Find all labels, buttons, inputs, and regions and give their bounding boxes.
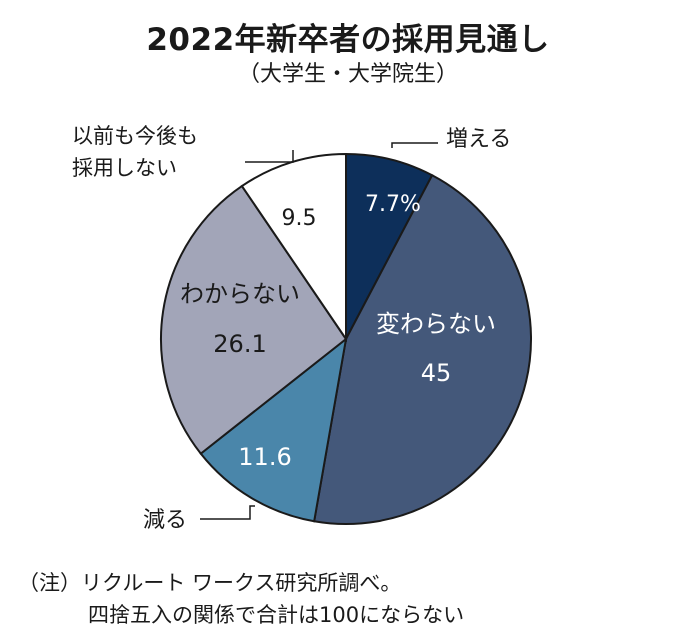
chart-title: 2022年新卒者の採用見通し [146, 22, 550, 58]
slice-label-0: 増える [446, 127, 511, 152]
slice-value-2: 11.6 [238, 443, 291, 471]
slice-label-2: 減る [143, 508, 187, 533]
slice-value-1: 45 [421, 359, 452, 387]
pie-slice-1 [313, 173, 533, 525]
pie-slice-2 [199, 336, 348, 523]
slice-label-4-line-1: 採用しない [72, 156, 177, 180]
leader-line-0 [391, 142, 438, 148]
slice-label-3: わからない [180, 280, 300, 308]
slice-value-3: 26.1 [213, 330, 266, 358]
slice-value-0: 7.7% [365, 192, 421, 217]
note-rounding: 四捨五入の関係で合計は100にならない [88, 603, 465, 627]
chart-subtitle: （大学生・大学院生） [237, 62, 458, 87]
slice-label-4-line-0: 以前も今後も [72, 124, 198, 148]
note-source: （注）リクルート ワークス研究所調べ。 [18, 571, 402, 595]
slice-value-4: 9.5 [282, 206, 317, 231]
leader-line-2 [200, 505, 255, 520]
pie-slice-3 [159, 184, 348, 456]
slice-label-1: 変わらない [376, 310, 496, 338]
leader-line-4 [245, 150, 294, 163]
